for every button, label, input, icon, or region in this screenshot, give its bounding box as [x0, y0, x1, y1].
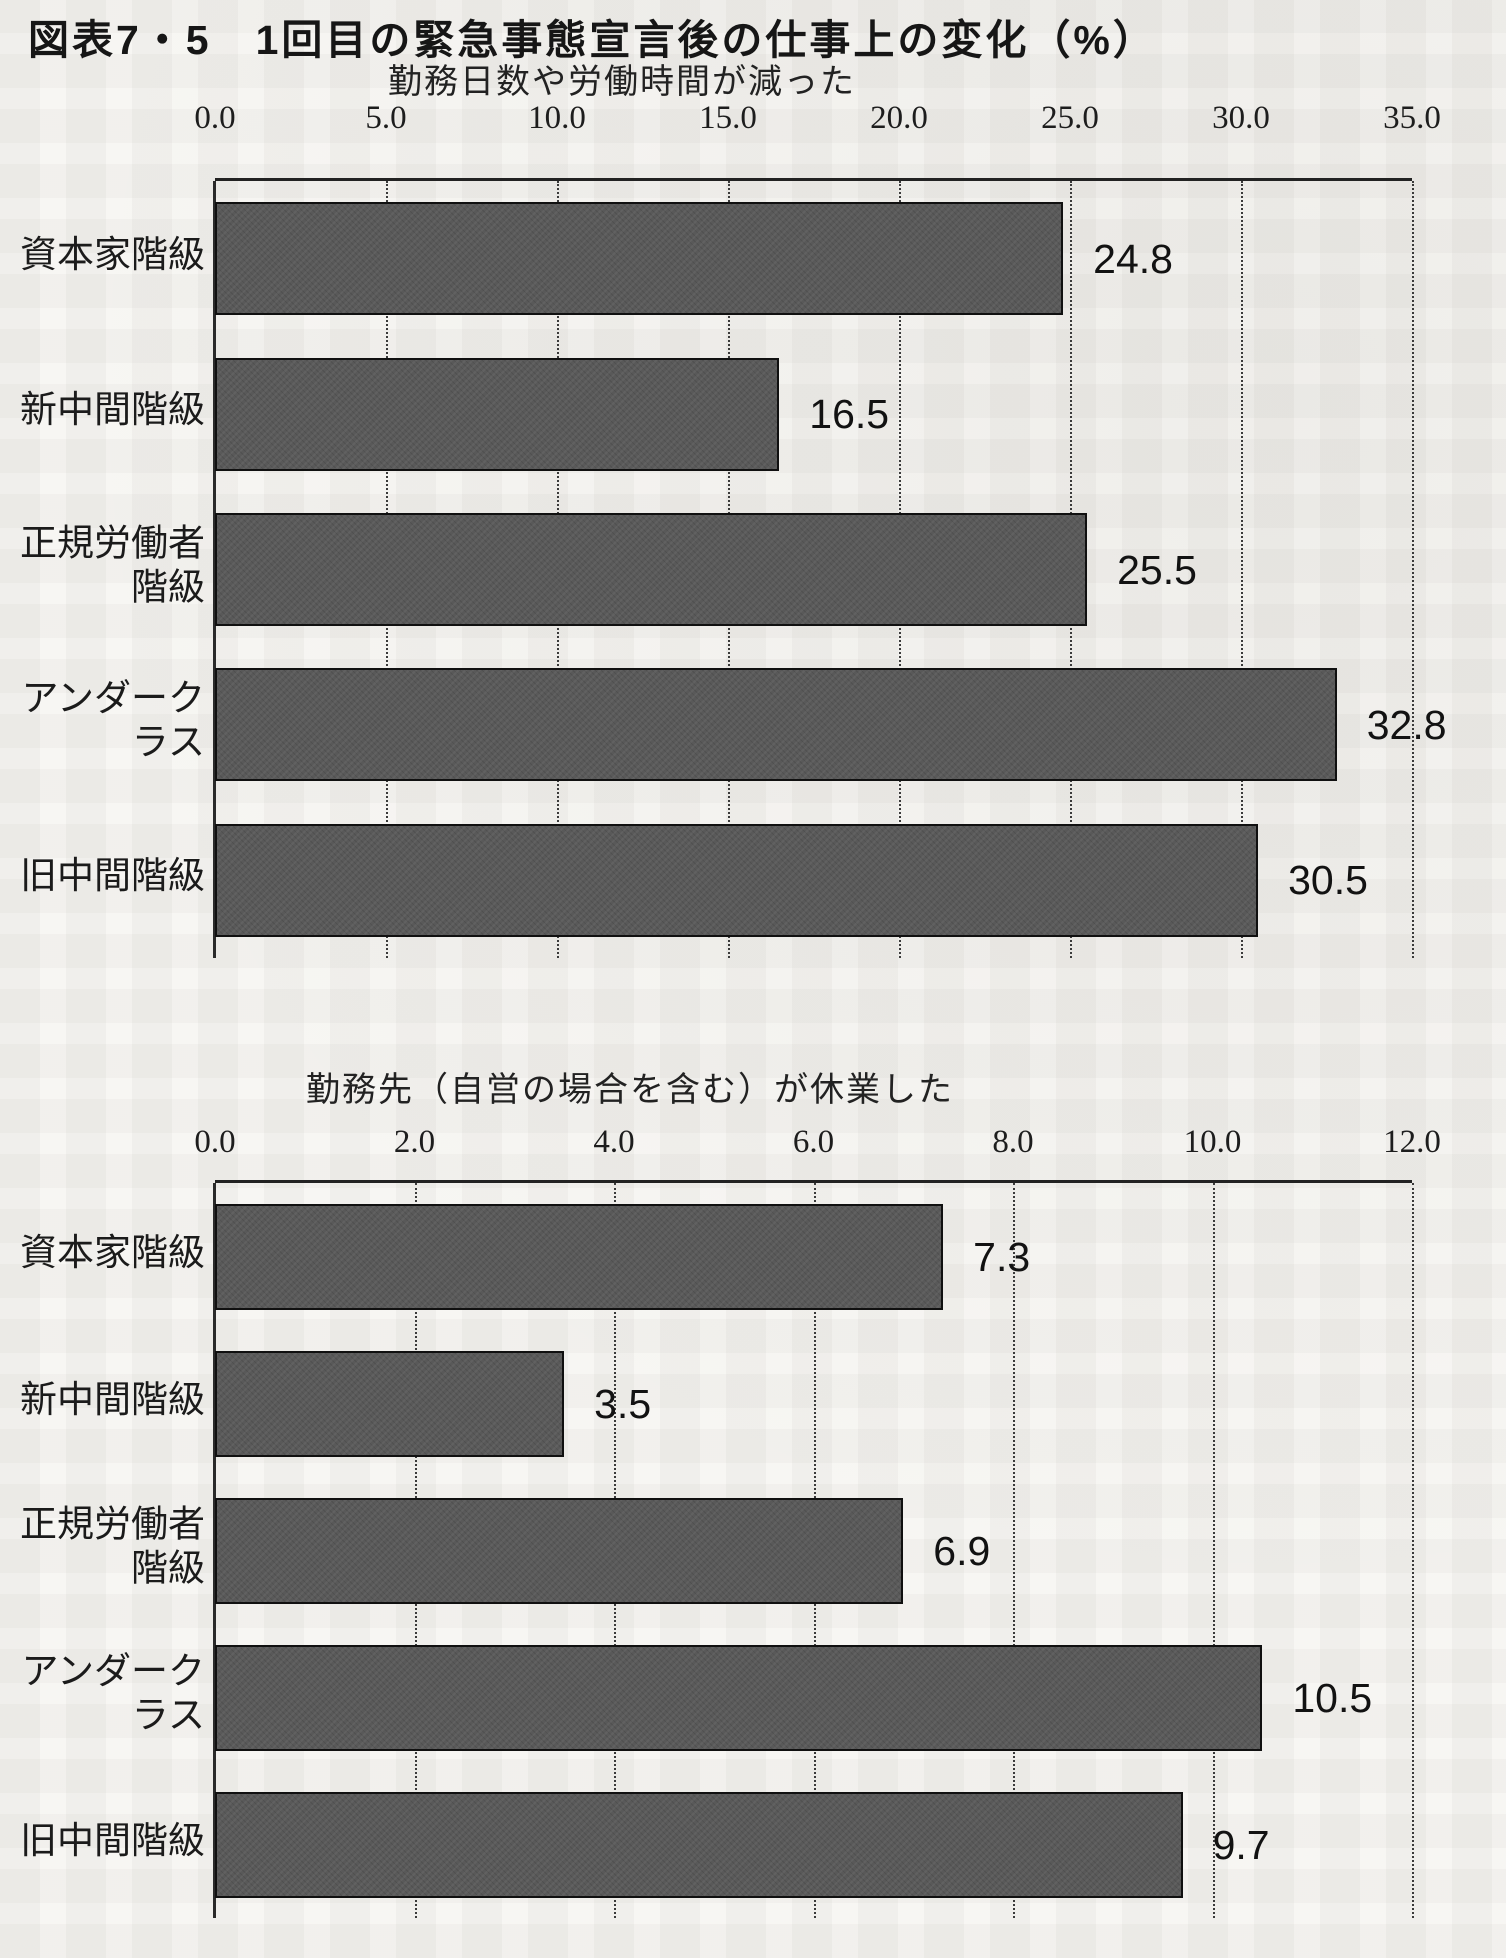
bar-value-label: 7.3	[973, 1233, 1031, 1280]
category-label: 旧中間階級	[20, 856, 205, 898]
gridline	[1013, 1183, 1015, 1918]
bar-value-label: 30.5	[1288, 857, 1368, 904]
axis-tick-label: 4.0	[593, 1124, 635, 1160]
category-label: 資本家階級	[20, 234, 205, 276]
axis-tick-label: 6.0	[792, 1124, 835, 1160]
axis-tick-label: 8.0	[992, 1124, 1034, 1160]
category-label: アンダークラス	[21, 1651, 205, 1737]
axis-tick-label: 12.0	[1383, 1124, 1441, 1160]
axis-tick-label: 35.0	[1383, 100, 1441, 136]
gridline	[1212, 1183, 1215, 1918]
chart-subtitle: 勤務先（自営の場合を含む）が休業した	[306, 1072, 954, 1109]
axis-tick-label: 0.0	[194, 1124, 236, 1160]
plot-area: 7.3 3.5 6.9 10.5 9.7	[213, 1180, 1414, 1918]
bar	[215, 357, 780, 471]
bar	[215, 202, 1064, 316]
chart-subtitle: 勤務日数や労働時間が減った	[388, 64, 856, 101]
bar	[215, 1497, 904, 1604]
bar-value-label: 16.5	[809, 391, 890, 438]
bar	[215, 513, 1088, 626]
bar-value-label: 25.5	[1117, 546, 1197, 593]
gridline	[1241, 181, 1243, 958]
bar-value-label: 32.8	[1366, 701, 1447, 748]
category-label: 正規労働者 階級	[20, 523, 205, 609]
bar	[215, 668, 1337, 782]
bar	[215, 1350, 565, 1457]
bar-value-label: 24.8	[1093, 235, 1173, 282]
bar	[215, 1644, 1263, 1751]
figure-title: 図表7・5 1回目の緊急事態宣言後の仕事上の変化（%）	[28, 17, 1157, 63]
bar	[215, 1791, 1183, 1898]
axis-tick-label: 30.0	[1212, 100, 1270, 136]
category-label: 旧中間階級	[20, 1820, 205, 1862]
plot-area: 24.8 16.5 25.5 32.8 30.5	[213, 178, 1447, 958]
y-axis-line	[213, 181, 216, 958]
category-label: 正規労働者 階級	[20, 1504, 205, 1590]
axis-tick-label: 15.0	[699, 100, 757, 136]
bar-value-label: 9.7	[1212, 1821, 1270, 1868]
gridline	[1412, 181, 1414, 958]
axis-tick-label: 5.0	[365, 100, 407, 136]
bar-value-label: 10.5	[1292, 1674, 1373, 1721]
axis-tick-label: 10.0	[528, 100, 586, 136]
axis-tick-label: 25.0	[1041, 100, 1099, 136]
axis-tick-label: 0.0	[194, 100, 236, 136]
axis-tick-label: 10.0	[1183, 1124, 1242, 1160]
category-label: 新中間階級	[20, 389, 205, 431]
category-label: 新中間階級	[20, 1379, 205, 1421]
bar	[215, 1203, 944, 1310]
category-label: 資本家階級	[20, 1232, 205, 1274]
bar-value-label: 3.5	[594, 1380, 652, 1427]
y-axis-line	[213, 1183, 216, 1918]
gridline	[1412, 1183, 1414, 1918]
bar-value-label: 6.9	[933, 1527, 991, 1574]
bar	[215, 823, 1259, 937]
axis-tick-label: 2.0	[393, 1124, 436, 1160]
axis-tick-label: 20.0	[870, 100, 928, 136]
category-label: アンダークラス	[21, 678, 205, 764]
